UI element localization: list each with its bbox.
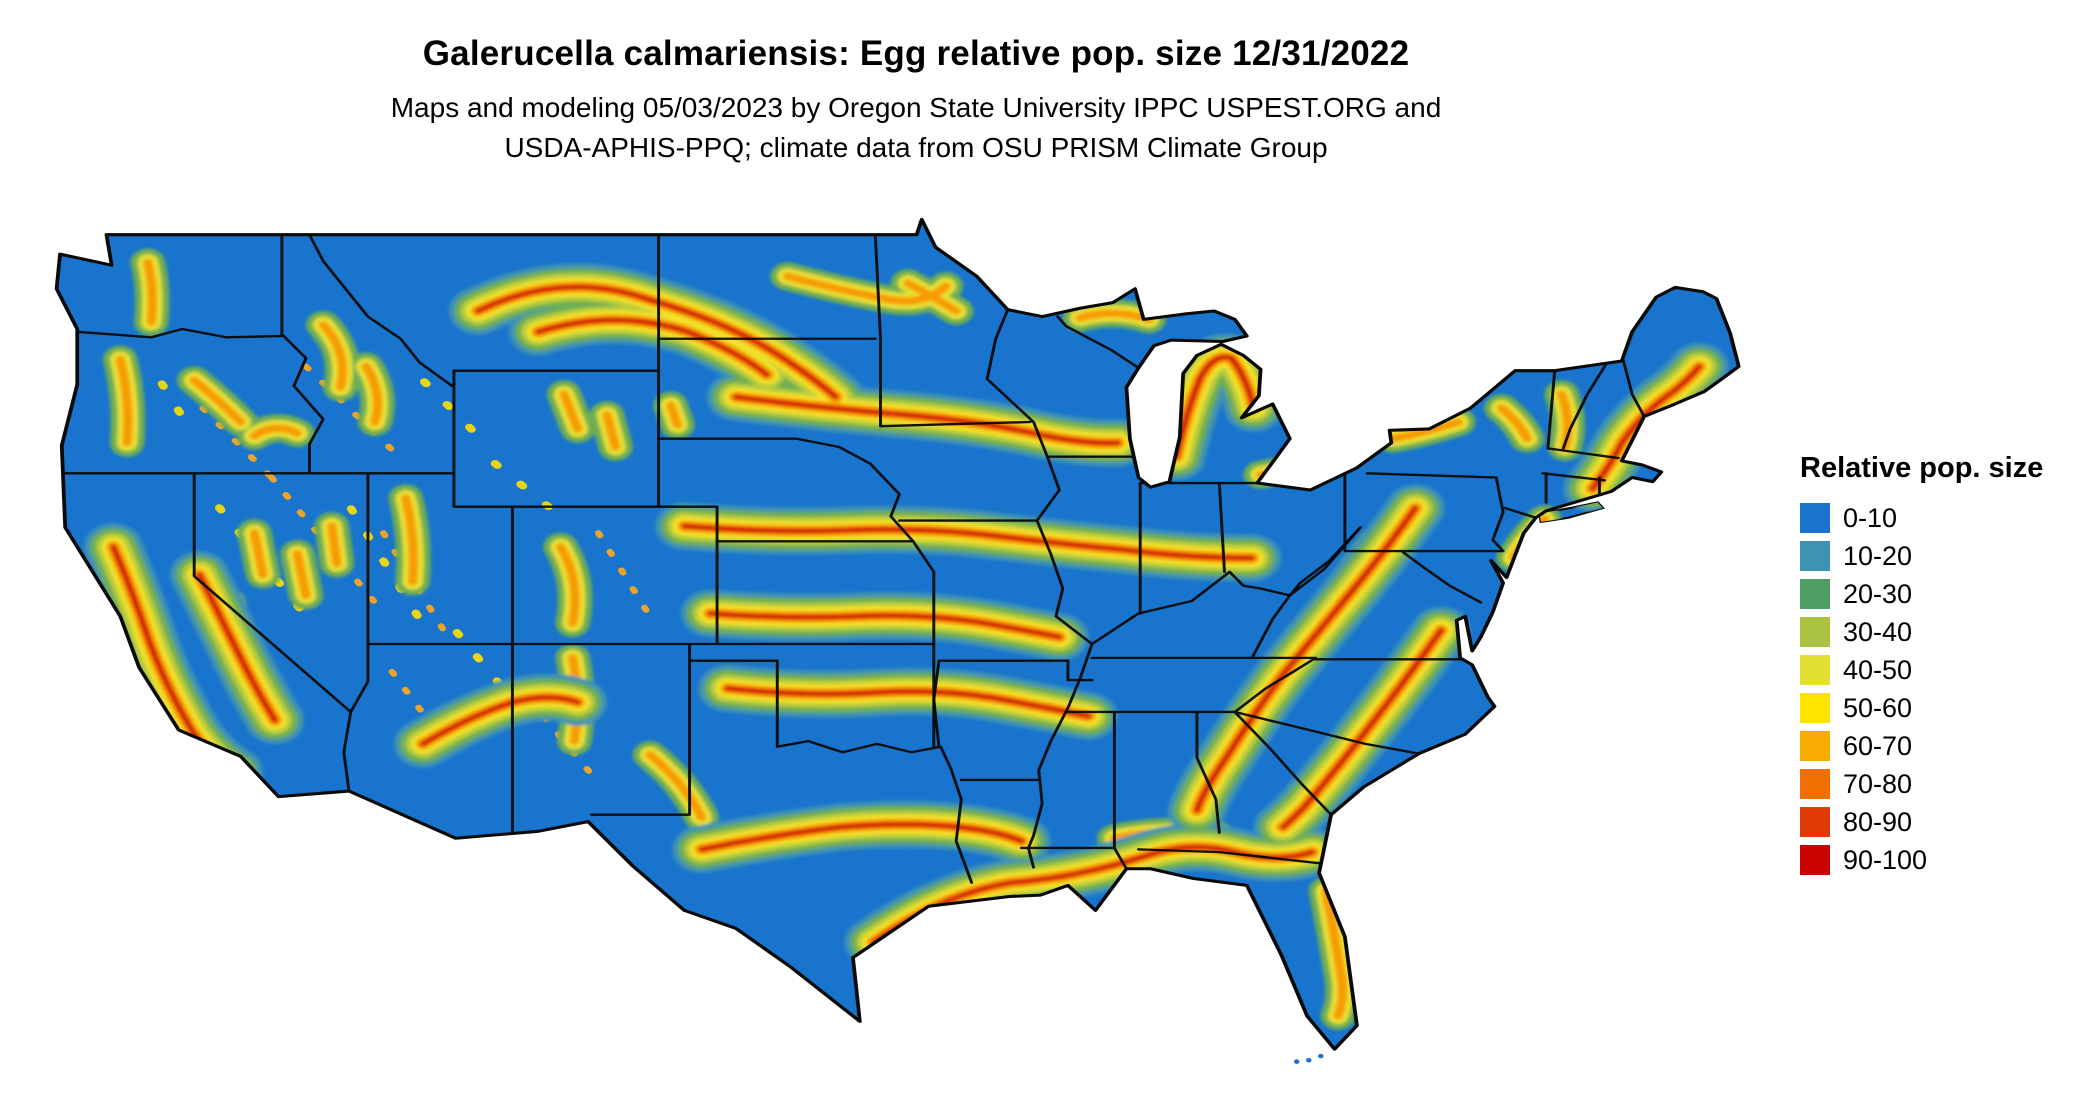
legend-row: 90-100 [1800, 841, 2043, 879]
legend-row: 60-70 [1800, 727, 2043, 765]
legend-row: 40-50 [1800, 651, 2043, 689]
state-borders [60, 233, 1646, 884]
legend-swatch [1800, 503, 1830, 533]
legend-label: 10-20 [1843, 540, 1913, 571]
legend-title: Relative pop. size [1800, 452, 2044, 484]
legend-label: 30-40 [1843, 616, 1913, 647]
legend-label: 80-90 [1843, 806, 1913, 837]
legend-row: 10-20 [1800, 537, 2043, 575]
legend-row: 80-90 [1800, 803, 2043, 841]
header: Galerucella calmariensis: Egg relative p… [0, 34, 1832, 168]
legend-swatch [1800, 617, 1830, 647]
page-subtitle: Maps and modeling 05/03/2023 by Oregon S… [0, 88, 1832, 168]
subtitle-line-1: Maps and modeling 05/03/2023 by Oregon S… [390, 92, 1442, 123]
map-land [56, 219, 1739, 1064]
legend-row: 70-80 [1800, 765, 2043, 803]
legend-swatch [1800, 655, 1830, 685]
legend-swatch [1800, 845, 1830, 875]
legend-swatch [1800, 807, 1830, 837]
legend-swatch [1800, 579, 1830, 609]
legend-label: 60-70 [1843, 730, 1913, 761]
legend-row: 50-60 [1800, 689, 2043, 727]
legend-row: 20-30 [1800, 575, 2043, 613]
page-title: Galerucella calmariensis: Egg relative p… [422, 34, 1410, 73]
legend-swatch [1800, 769, 1830, 799]
legend-label: 40-50 [1843, 654, 1913, 685]
legend-row: 0-10 [1800, 499, 2043, 537]
legend-swatch [1800, 731, 1830, 761]
legend-label: 0-10 [1843, 502, 1898, 533]
legend-label: 50-60 [1843, 692, 1913, 723]
legend-row: 30-40 [1800, 613, 2043, 651]
heat-overlay [84, 248, 1729, 1030]
heat-ridges [84, 248, 1729, 1030]
legend-label: 70-80 [1843, 768, 1913, 799]
us-heat-map-svg [54, 217, 1741, 1064]
subtitle-line-2: USDA-APHIS-PPQ; climate data from OSU PR… [504, 131, 1328, 163]
legend-swatch [1800, 541, 1830, 571]
legend: Relative pop. size 0-10 10-20 20-30 30-4… [1800, 452, 2043, 879]
us-map [48, 200, 1768, 1088]
legend-label: 90-100 [1843, 844, 1928, 875]
legend-swatch [1800, 693, 1830, 723]
legend-label: 20-30 [1843, 578, 1913, 609]
